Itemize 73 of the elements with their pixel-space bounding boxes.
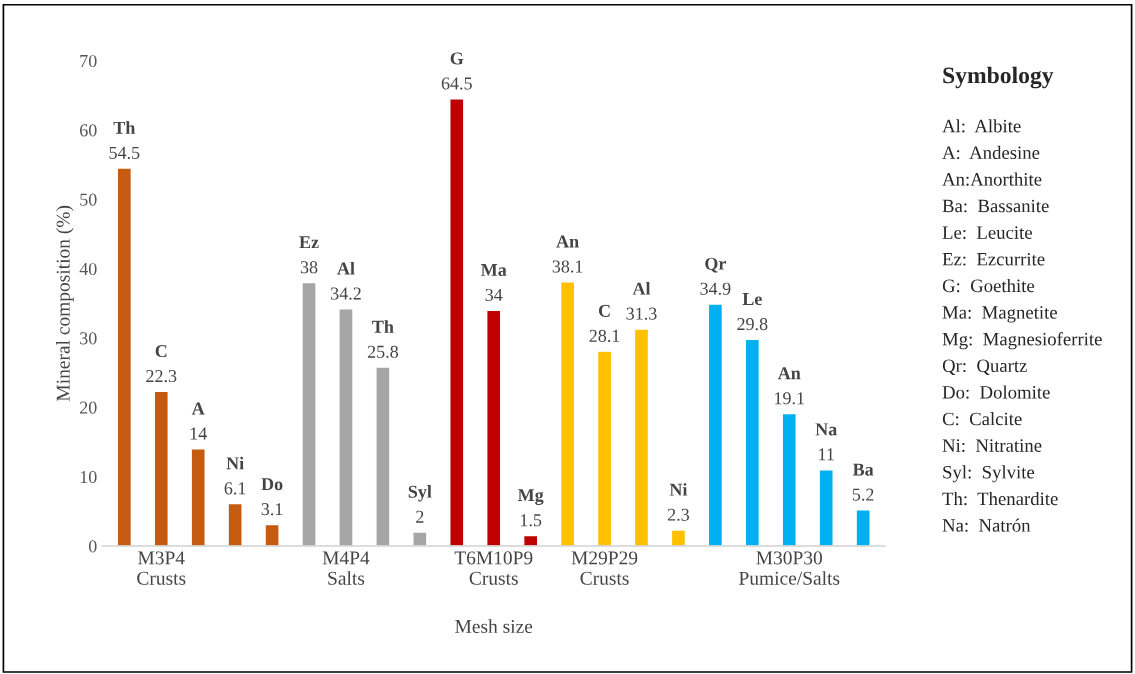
text: Al: Albite: [942, 119, 1021, 133]
data-label: C 28.1: [589, 304, 620, 342]
text: Ma: Magnetite: [942, 306, 1057, 323]
bar: [338, 308, 354, 546]
x-axis-title: Mesh size: [455, 619, 533, 634]
bar: [559, 281, 576, 546]
y-tick-label: 60: [80, 124, 97, 137]
text: An:Anorthite: [942, 172, 1042, 186]
bar: [116, 167, 133, 546]
data-label: Ez 38: [299, 236, 319, 274]
text: Syl: Sylvite: [943, 465, 1035, 483]
x-tick-label: T6M10P9 Crusts: [454, 551, 533, 585]
data-label: An 19.1: [775, 367, 804, 405]
data-label: An 38.1: [552, 235, 583, 273]
y-tick-label: 30: [80, 332, 97, 345]
x-tick-label: M29P29 Crusts: [571, 551, 638, 585]
text: Qr: Quartz: [942, 359, 1027, 375]
bar: [781, 412, 797, 546]
data-label: C 22.3: [146, 344, 177, 383]
text: Na: Natrón: [942, 518, 1031, 532]
bar: [855, 509, 871, 546]
bar: [818, 468, 834, 546]
text: Th: Thenardite: [942, 491, 1058, 506]
bar: [633, 328, 650, 546]
text: Symbology: [943, 66, 1054, 89]
bar: [744, 338, 761, 546]
y-tick-label: 40: [79, 262, 97, 276]
y-tick-label: 20: [80, 401, 97, 414]
data-label: Ni 2.3: [667, 483, 690, 521]
text: Ni: Nitratine: [942, 439, 1042, 452]
bar: [375, 366, 391, 546]
text: C: Calcite: [942, 412, 1022, 426]
text: G: Goethite: [942, 278, 1035, 293]
bar: [264, 523, 280, 546]
bar: [707, 303, 724, 546]
y-tick-label: 70: [80, 54, 97, 68]
bar: [670, 529, 687, 546]
x-tick-label: M4P4 Salts: [322, 551, 370, 585]
y-axis-title: Mineral composition (%): [56, 205, 74, 402]
text: Do: Dolomite: [942, 385, 1050, 399]
bar: [596, 350, 613, 546]
bar: [153, 390, 169, 546]
bar: [449, 98, 465, 546]
bar: [412, 531, 428, 546]
text: Mg: Magnesioferrite: [942, 332, 1102, 350]
bar: [486, 309, 502, 546]
data-label: Al 34.2: [331, 261, 361, 300]
y-tick-label: 10: [80, 470, 97, 484]
data-label: Syl 2: [408, 485, 432, 523]
y-tick-label: 50: [80, 193, 97, 206]
data-label: Th 54.5: [109, 121, 140, 159]
data-label: Ma 34: [481, 264, 507, 302]
data-label: Al 31.3: [626, 282, 657, 320]
text: Le: Leucite: [942, 226, 1032, 239]
y-tick-label: 0: [88, 540, 97, 553]
x-tick-label: M30P30 Pumice/Salts: [739, 551, 840, 585]
data-label: Ba 5.2: [852, 463, 874, 501]
data-label: Th 25.8: [367, 320, 399, 358]
data-label: Ni 6.1: [224, 456, 246, 495]
text: A: Andesine: [942, 145, 1040, 160]
bar: [227, 502, 243, 546]
bar: [301, 281, 317, 546]
text: Ba: Bassanite: [942, 199, 1049, 213]
data-label: G 64.5: [441, 52, 472, 90]
bar: [190, 448, 206, 546]
x-tick-label: M3P4 Crusts: [137, 551, 186, 585]
data-label: Na 11: [815, 423, 837, 461]
data-label: A 14: [190, 402, 207, 440]
text: Ez: Ezcurrite: [942, 252, 1045, 266]
data-label: Mg 1.5: [517, 489, 544, 527]
data-label: Do 3.1: [261, 478, 283, 516]
data-label: Qr 34.9: [700, 257, 731, 295]
data-label: Le 29.8: [737, 293, 768, 331]
